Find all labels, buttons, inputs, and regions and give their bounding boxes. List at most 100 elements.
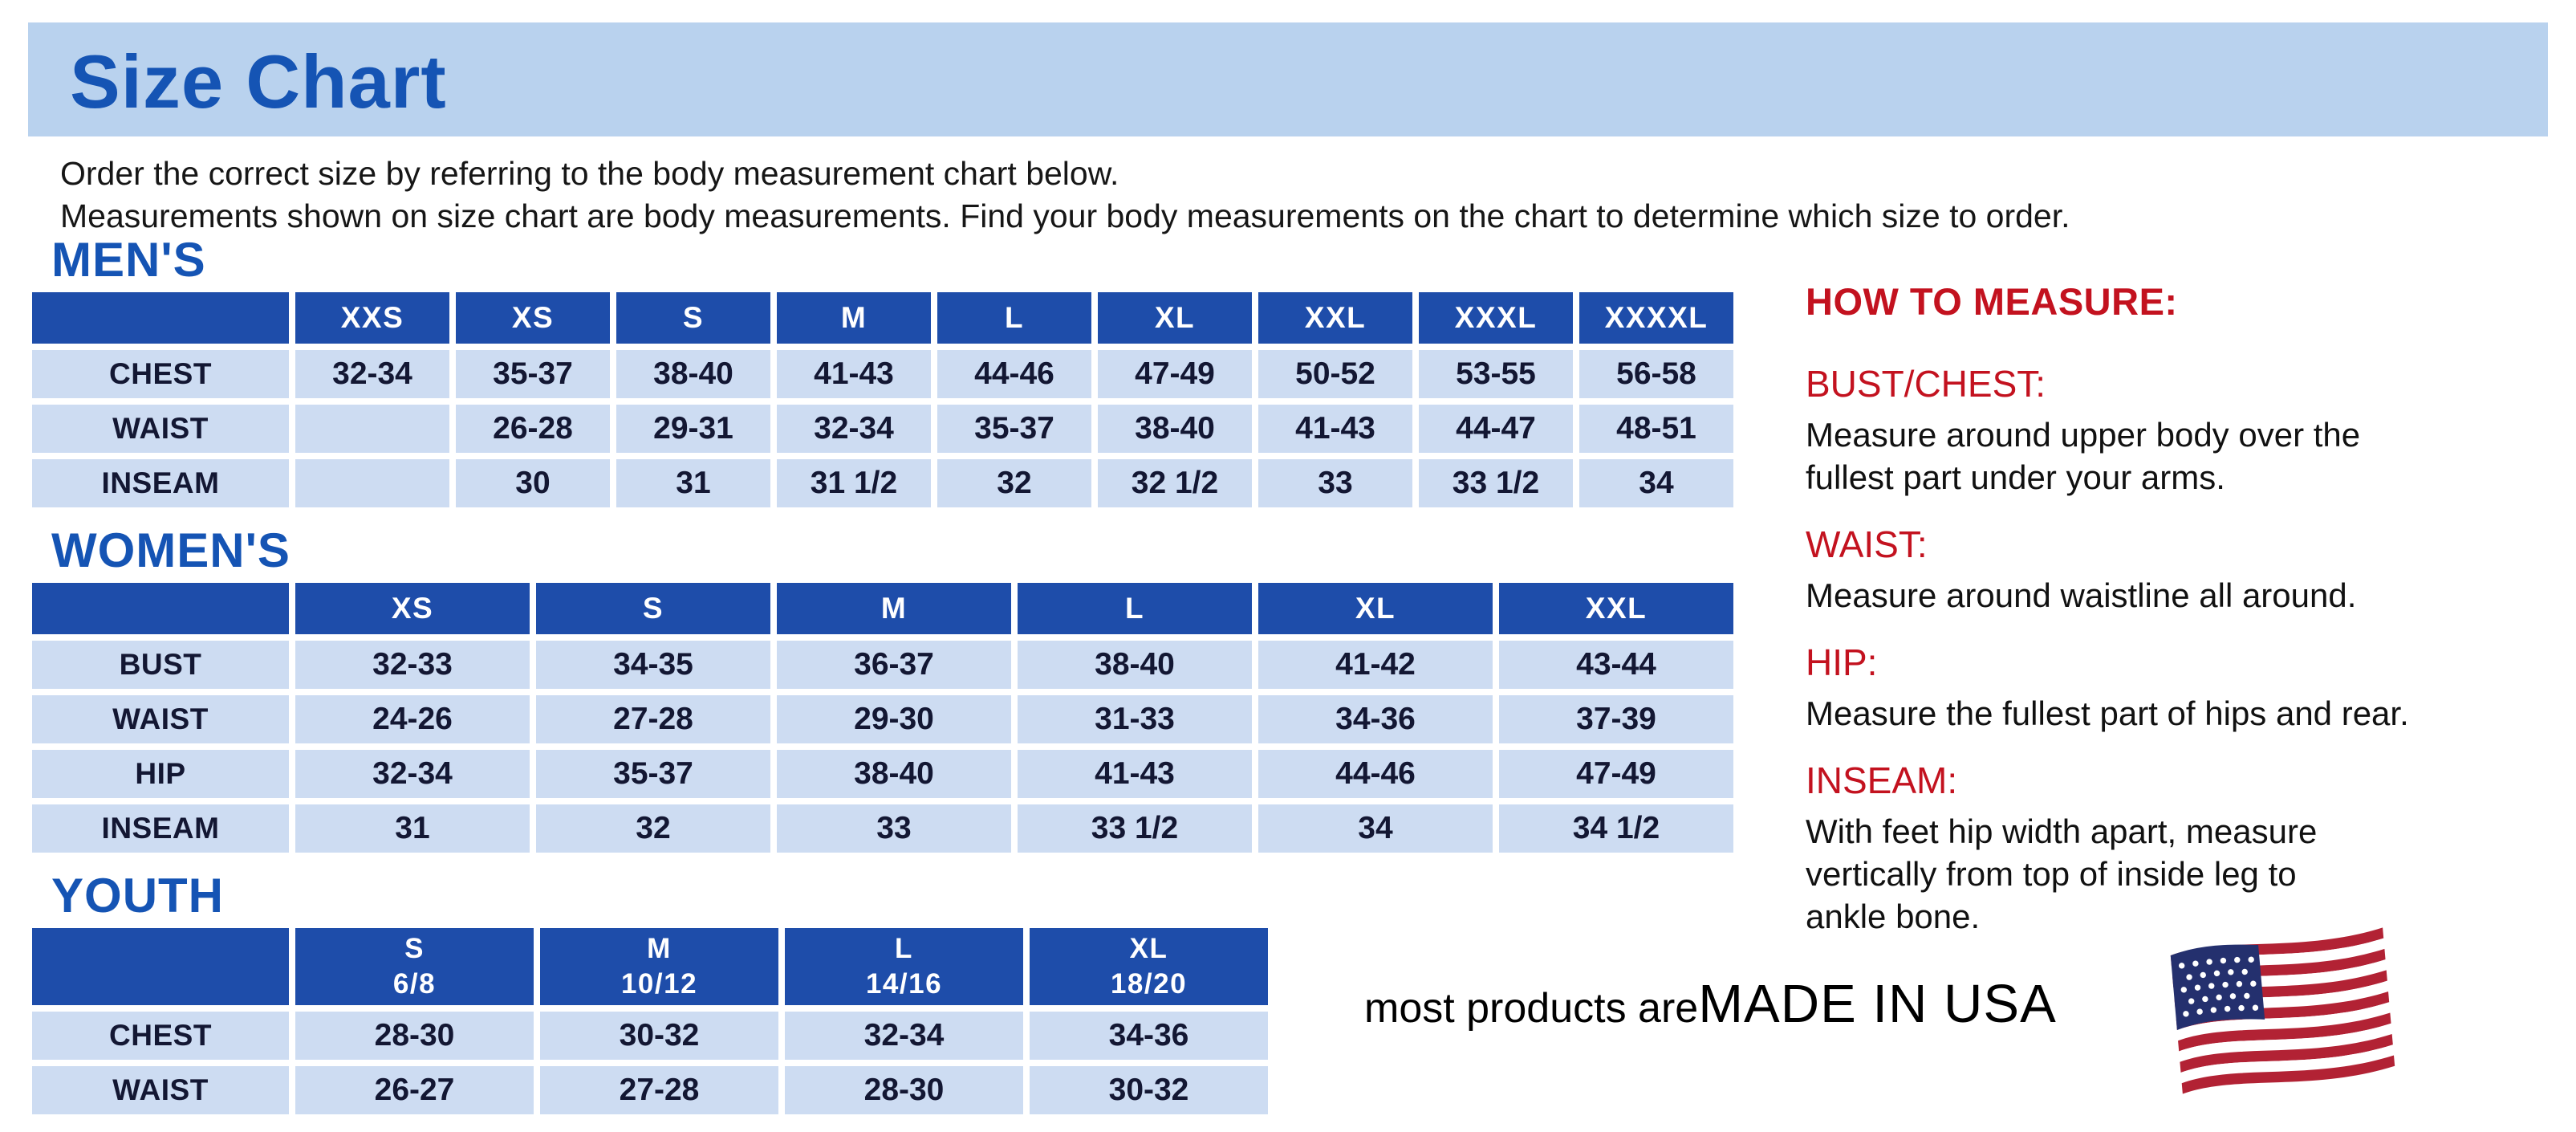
footer-prefix-text: most products are xyxy=(1364,985,1699,1032)
size-column-header: L xyxy=(1018,583,1252,634)
measurement-cell: 41-42 xyxy=(1258,641,1493,689)
measurement-cell: 28-30 xyxy=(295,1012,534,1060)
measure-description: Measure around upper body over the fulle… xyxy=(1806,416,2361,496)
measurement-cell: 56-58 xyxy=(1579,350,1733,398)
measure-item-waist: WAIST: Measure around waistline all arou… xyxy=(1806,523,2568,617)
measurement-cell xyxy=(295,405,449,453)
measurement-cell: 38-40 xyxy=(1098,405,1252,453)
size-column-header: L 14/16 xyxy=(785,928,1023,1005)
youth-heading: YOUTH xyxy=(51,869,224,922)
row-label: WAIST xyxy=(32,695,289,743)
table-row: HIP 32-34 35-37 38-40 41-43 44-46 47-49 xyxy=(32,750,1733,798)
size-column-header: XXS xyxy=(295,292,449,344)
size-column-header: XS xyxy=(295,583,530,634)
measurement-cell: 44-47 xyxy=(1419,405,1573,453)
table-row: WAIST 26-28 29-31 32-34 35-37 38-40 41-43 44-47… xyxy=(32,405,1733,453)
youth-size-section: YOUTH S 6/8 M 10/12 L 14/16 XL 18/20 CHEST 28… xyxy=(32,870,1765,1121)
measurement-cell: 27-28 xyxy=(540,1066,778,1114)
measurement-cell: 33 xyxy=(1258,459,1412,507)
page-title-banner: Size Chart xyxy=(28,22,2548,136)
measurement-cell: 32 xyxy=(536,804,770,853)
measurement-cell xyxy=(295,459,449,507)
measurement-cell: 31 xyxy=(616,459,770,507)
measurement-cell: 50-52 xyxy=(1258,350,1412,398)
measurement-cell: 33 1/2 xyxy=(1018,804,1252,853)
mens-size-section: MEN'S XXS XS S M L XL XXL XXXL XXXXL CHEST 32-34 35… xyxy=(32,234,1765,514)
measurement-cell: 26-27 xyxy=(295,1066,534,1114)
made-in-usa-line: most products are MADE IN USA xyxy=(1364,973,2057,1035)
measure-item-hip: HIP: Measure the fullest part of hips an… xyxy=(1806,641,2568,735)
header-row: XXS XS S M L XL XXL XXXL XXXXL xyxy=(32,292,1733,344)
measurement-cell: 41-43 xyxy=(1018,750,1252,798)
corner-cell xyxy=(32,583,289,634)
usa-flag-icon xyxy=(2167,927,2399,1104)
measurement-cell: 32 xyxy=(937,459,1091,507)
measurement-cell: 32-34 xyxy=(295,750,530,798)
measurement-cell: 53-55 xyxy=(1419,350,1573,398)
header-row: S 6/8 M 10/12 L 14/16 XL 18/20 xyxy=(32,928,1268,1005)
measurement-cell: 28-30 xyxy=(785,1066,1023,1114)
header-row: XS S M L XL XXL xyxy=(32,583,1733,634)
table-row: CHEST 28-30 30-32 32-34 34-36 xyxy=(32,1012,1268,1060)
measurement-cell: 34-36 xyxy=(1030,1012,1268,1060)
measurement-cell: 31 xyxy=(295,804,530,853)
row-label: CHEST xyxy=(32,350,289,398)
size-column-header: M xyxy=(777,583,1011,634)
row-label: WAIST xyxy=(32,1066,289,1114)
corner-cell xyxy=(32,292,289,344)
measurement-cell: 34 xyxy=(1258,804,1493,853)
measurement-cell: 35-37 xyxy=(937,405,1091,453)
row-label: BUST xyxy=(32,641,289,689)
measure-term: BUST/CHEST: xyxy=(1806,363,2046,405)
measurement-cell: 29-30 xyxy=(777,695,1011,743)
size-column-header: S 6/8 xyxy=(295,928,534,1005)
measurement-cell: 47-49 xyxy=(1098,350,1252,398)
row-label: WAIST xyxy=(32,405,289,453)
measurement-cell: 32-34 xyxy=(295,350,449,398)
measurement-cell: 38-40 xyxy=(1018,641,1252,689)
size-column-header: S xyxy=(616,292,770,344)
size-column-header: S xyxy=(536,583,770,634)
measurement-cell: 36-37 xyxy=(777,641,1011,689)
size-column-header: XL xyxy=(1258,583,1493,634)
intro-text: Order the correct size by referring to t… xyxy=(60,153,2070,238)
measurement-cell: 33 1/2 xyxy=(1419,459,1573,507)
measure-term: WAIST: xyxy=(1806,523,1928,565)
measurement-cell: 41-43 xyxy=(777,350,931,398)
measurement-cell: 44-46 xyxy=(937,350,1091,398)
row-label: HIP xyxy=(32,750,289,798)
measurement-cell: 32-34 xyxy=(785,1012,1023,1060)
measurement-cell: 35-37 xyxy=(536,750,770,798)
made-in-usa-text: MADE IN USA xyxy=(1698,974,2057,1034)
size-column-header: L xyxy=(937,292,1091,344)
row-label: INSEAM xyxy=(32,804,289,853)
intro-line-1: Order the correct size by referring to t… xyxy=(60,155,1119,192)
measurement-cell: 47-49 xyxy=(1499,750,1733,798)
page-title: Size Chart xyxy=(70,39,447,124)
size-column-header: XXL xyxy=(1499,583,1733,634)
mens-size-table: XXS XS S M L XL XXL XXXL XXXXL CHEST 32-34 35-37 38-… xyxy=(32,286,1765,514)
size-column-header: XXXL xyxy=(1419,292,1573,344)
size-column-header: XXL xyxy=(1258,292,1412,344)
size-column-header: XXXXL xyxy=(1579,292,1733,344)
measurement-cell: 30-32 xyxy=(540,1012,778,1060)
measurement-cell: 32-33 xyxy=(295,641,530,689)
measurement-cell: 44-46 xyxy=(1258,750,1493,798)
measurement-cell: 32-34 xyxy=(777,405,931,453)
table-row: CHEST 32-34 35-37 38-40 41-43 44-46 47-49 50-52… xyxy=(32,350,1733,398)
row-label: INSEAM xyxy=(32,459,289,507)
measurement-cell: 38-40 xyxy=(616,350,770,398)
measurement-cell: 32 1/2 xyxy=(1098,459,1252,507)
measurement-cell: 29-31 xyxy=(616,405,770,453)
measurement-cell: 34-35 xyxy=(536,641,770,689)
womens-size-table: XS S M L XL XXL BUST 32-33 34-35 36-37 38-40 41-42 4… xyxy=(32,576,1765,859)
how-to-measure-heading: HOW TO MEASURE: xyxy=(1806,280,2178,323)
measurement-cell: 30-32 xyxy=(1030,1066,1268,1114)
mens-heading: MEN'S xyxy=(51,233,206,287)
measurement-cell: 31-33 xyxy=(1018,695,1252,743)
measure-term: HIP: xyxy=(1806,641,1878,683)
table-row: BUST 32-33 34-35 36-37 38-40 41-42 43-44 xyxy=(32,641,1733,689)
how-to-measure-panel: HOW TO MEASURE: BUST/CHEST: Measure arou… xyxy=(1806,279,2568,962)
size-tables-column: MEN'S XXS XS S M L XL XXL XXXL XXXXL CHEST 32-34 35… xyxy=(32,234,1765,1114)
size-column-header: XL 18/20 xyxy=(1030,928,1268,1005)
